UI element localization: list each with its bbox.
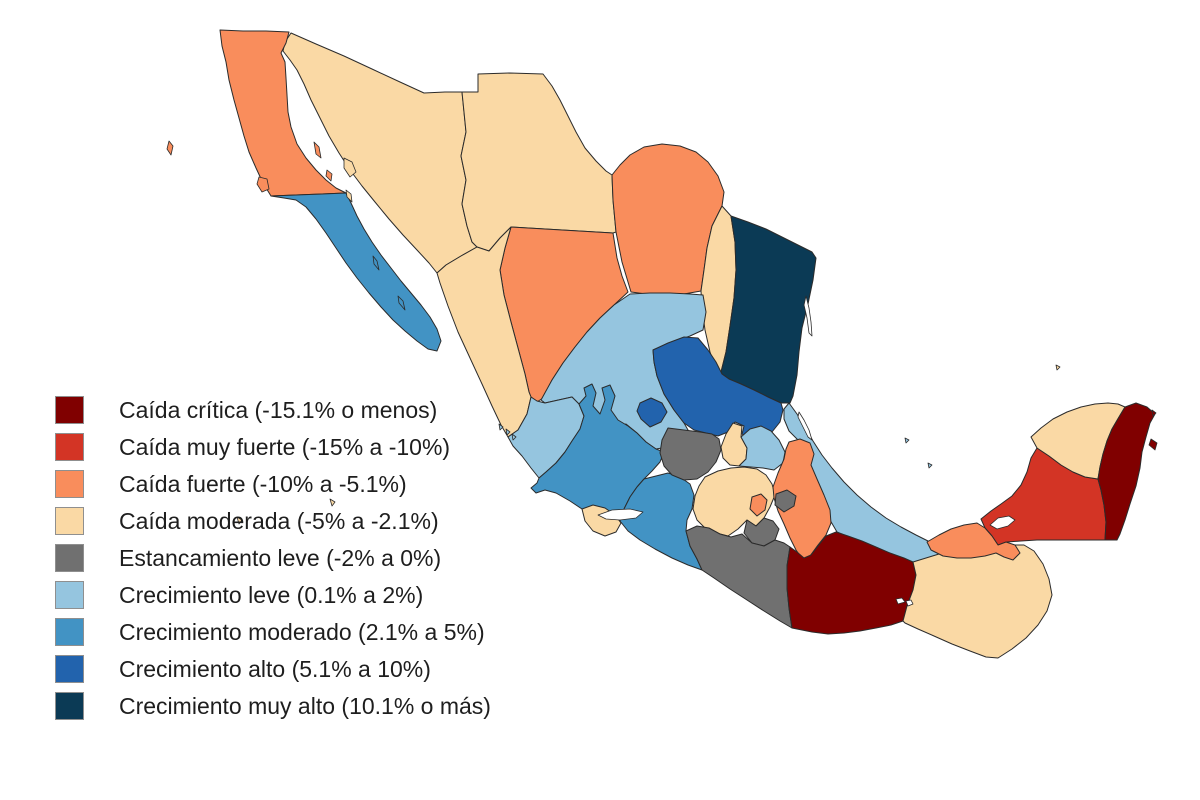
- state-tamaulipas: [720, 215, 817, 404]
- legend-label-critica: Caída crítica (-15.1% o menos): [119, 397, 438, 423]
- state-hidalgo: [738, 425, 786, 471]
- legend-item-moderada: Caída moderada (-5% a -2.1%): [55, 507, 491, 535]
- state-aguascalientes: [636, 397, 668, 428]
- island-cozumel: [1148, 409, 1158, 451]
- state-chiapas: [902, 544, 1053, 659]
- legend-swatch-crecimiento-muy-alto: [55, 692, 84, 720]
- laguna-tamiahua-barrier: [797, 411, 813, 441]
- islands-baja-california-sur: [372, 255, 406, 311]
- islands-sonora-tiburon: [343, 157, 357, 203]
- legend-label-crecimiento-muy-alto: Crecimiento muy alto (10.1% o más): [119, 693, 491, 719]
- legend-label-crecimiento-alto: Crecimiento alto (5.1% a 10%): [119, 656, 431, 682]
- state-baja-california-sur: [270, 192, 442, 352]
- legend-item-estancamiento: Estancamiento leve (-2% a 0%): [55, 544, 491, 572]
- state-michoacan: [619, 472, 703, 571]
- legend-item-critica: Caída crítica (-15.1% o menos): [55, 396, 491, 424]
- laguna-madre-barrier: [803, 295, 813, 337]
- state-quintana-roo: [1097, 402, 1156, 541]
- legend-item-crecimiento-muy-alto: Crecimiento muy alto (10.1% o más): [55, 692, 491, 720]
- legend-swatch-estancamiento: [55, 544, 84, 572]
- islands-revillagigedo: [236, 498, 336, 525]
- legend-label-crecimiento-moderado: Crecimiento moderado (2.1% a 5%): [119, 619, 485, 645]
- legend-swatch-crecimiento-leve: [55, 581, 84, 609]
- legend: Caída crítica (-15.1% o menos) Caída muy…: [55, 396, 491, 720]
- state-cdmx: [749, 493, 768, 517]
- legend-swatch-fuerte: [55, 470, 84, 498]
- legend-item-crecimiento-leve: Crecimiento leve (0.1% a 2%): [55, 581, 491, 609]
- legend-label-fuerte: Caída fuerte (-10% a -5.1%): [119, 471, 407, 497]
- legend-item-crecimiento-alto: Crecimiento alto (5.1% a 10%): [55, 655, 491, 683]
- islands-baja-california: [166, 140, 333, 193]
- state-chihuahua: [460, 72, 617, 252]
- legend-swatch-muy-fuerte: [55, 433, 84, 461]
- laguna-terminos: [989, 515, 1016, 530]
- state-baja-california: [219, 29, 347, 197]
- legend-item-fuerte: Caída fuerte (-10% a -5.1%): [55, 470, 491, 498]
- legend-swatch-critica: [55, 396, 84, 424]
- islands-gulf-veracruz: [904, 437, 933, 469]
- legend-swatch-crecimiento-alto: [55, 655, 84, 683]
- legend-label-estancamiento: Estancamiento leve (-2% a 0%): [119, 545, 442, 571]
- islands-marias: [498, 423, 517, 441]
- state-sonora: [282, 32, 478, 274]
- legend-label-muy-fuerte: Caída muy fuerte (-15% a -10%): [119, 434, 451, 460]
- legend-swatch-moderada: [55, 507, 84, 535]
- state-guanajuato: [659, 427, 722, 481]
- island-alacranes: [1055, 364, 1061, 371]
- legend-label-crecimiento-leve: Crecimiento leve (0.1% a 2%): [119, 582, 424, 608]
- legend-swatch-crecimiento-moderado: [55, 618, 84, 646]
- state-morelos: [743, 517, 780, 547]
- legend-item-crecimiento-moderado: Crecimiento moderado (2.1% a 5%): [55, 618, 491, 646]
- lagunas-oaxaca-coast: [895, 597, 914, 607]
- lake-chapala: [597, 508, 644, 521]
- legend-item-muy-fuerte: Caída muy fuerte (-15% a -10%): [55, 433, 491, 461]
- state-guerrero: [685, 525, 793, 629]
- state-tabasco: [926, 522, 1021, 561]
- state-tlaxcala: [774, 489, 797, 513]
- legend-label-moderada: Caída moderada (-5% a -2.1%): [119, 508, 439, 534]
